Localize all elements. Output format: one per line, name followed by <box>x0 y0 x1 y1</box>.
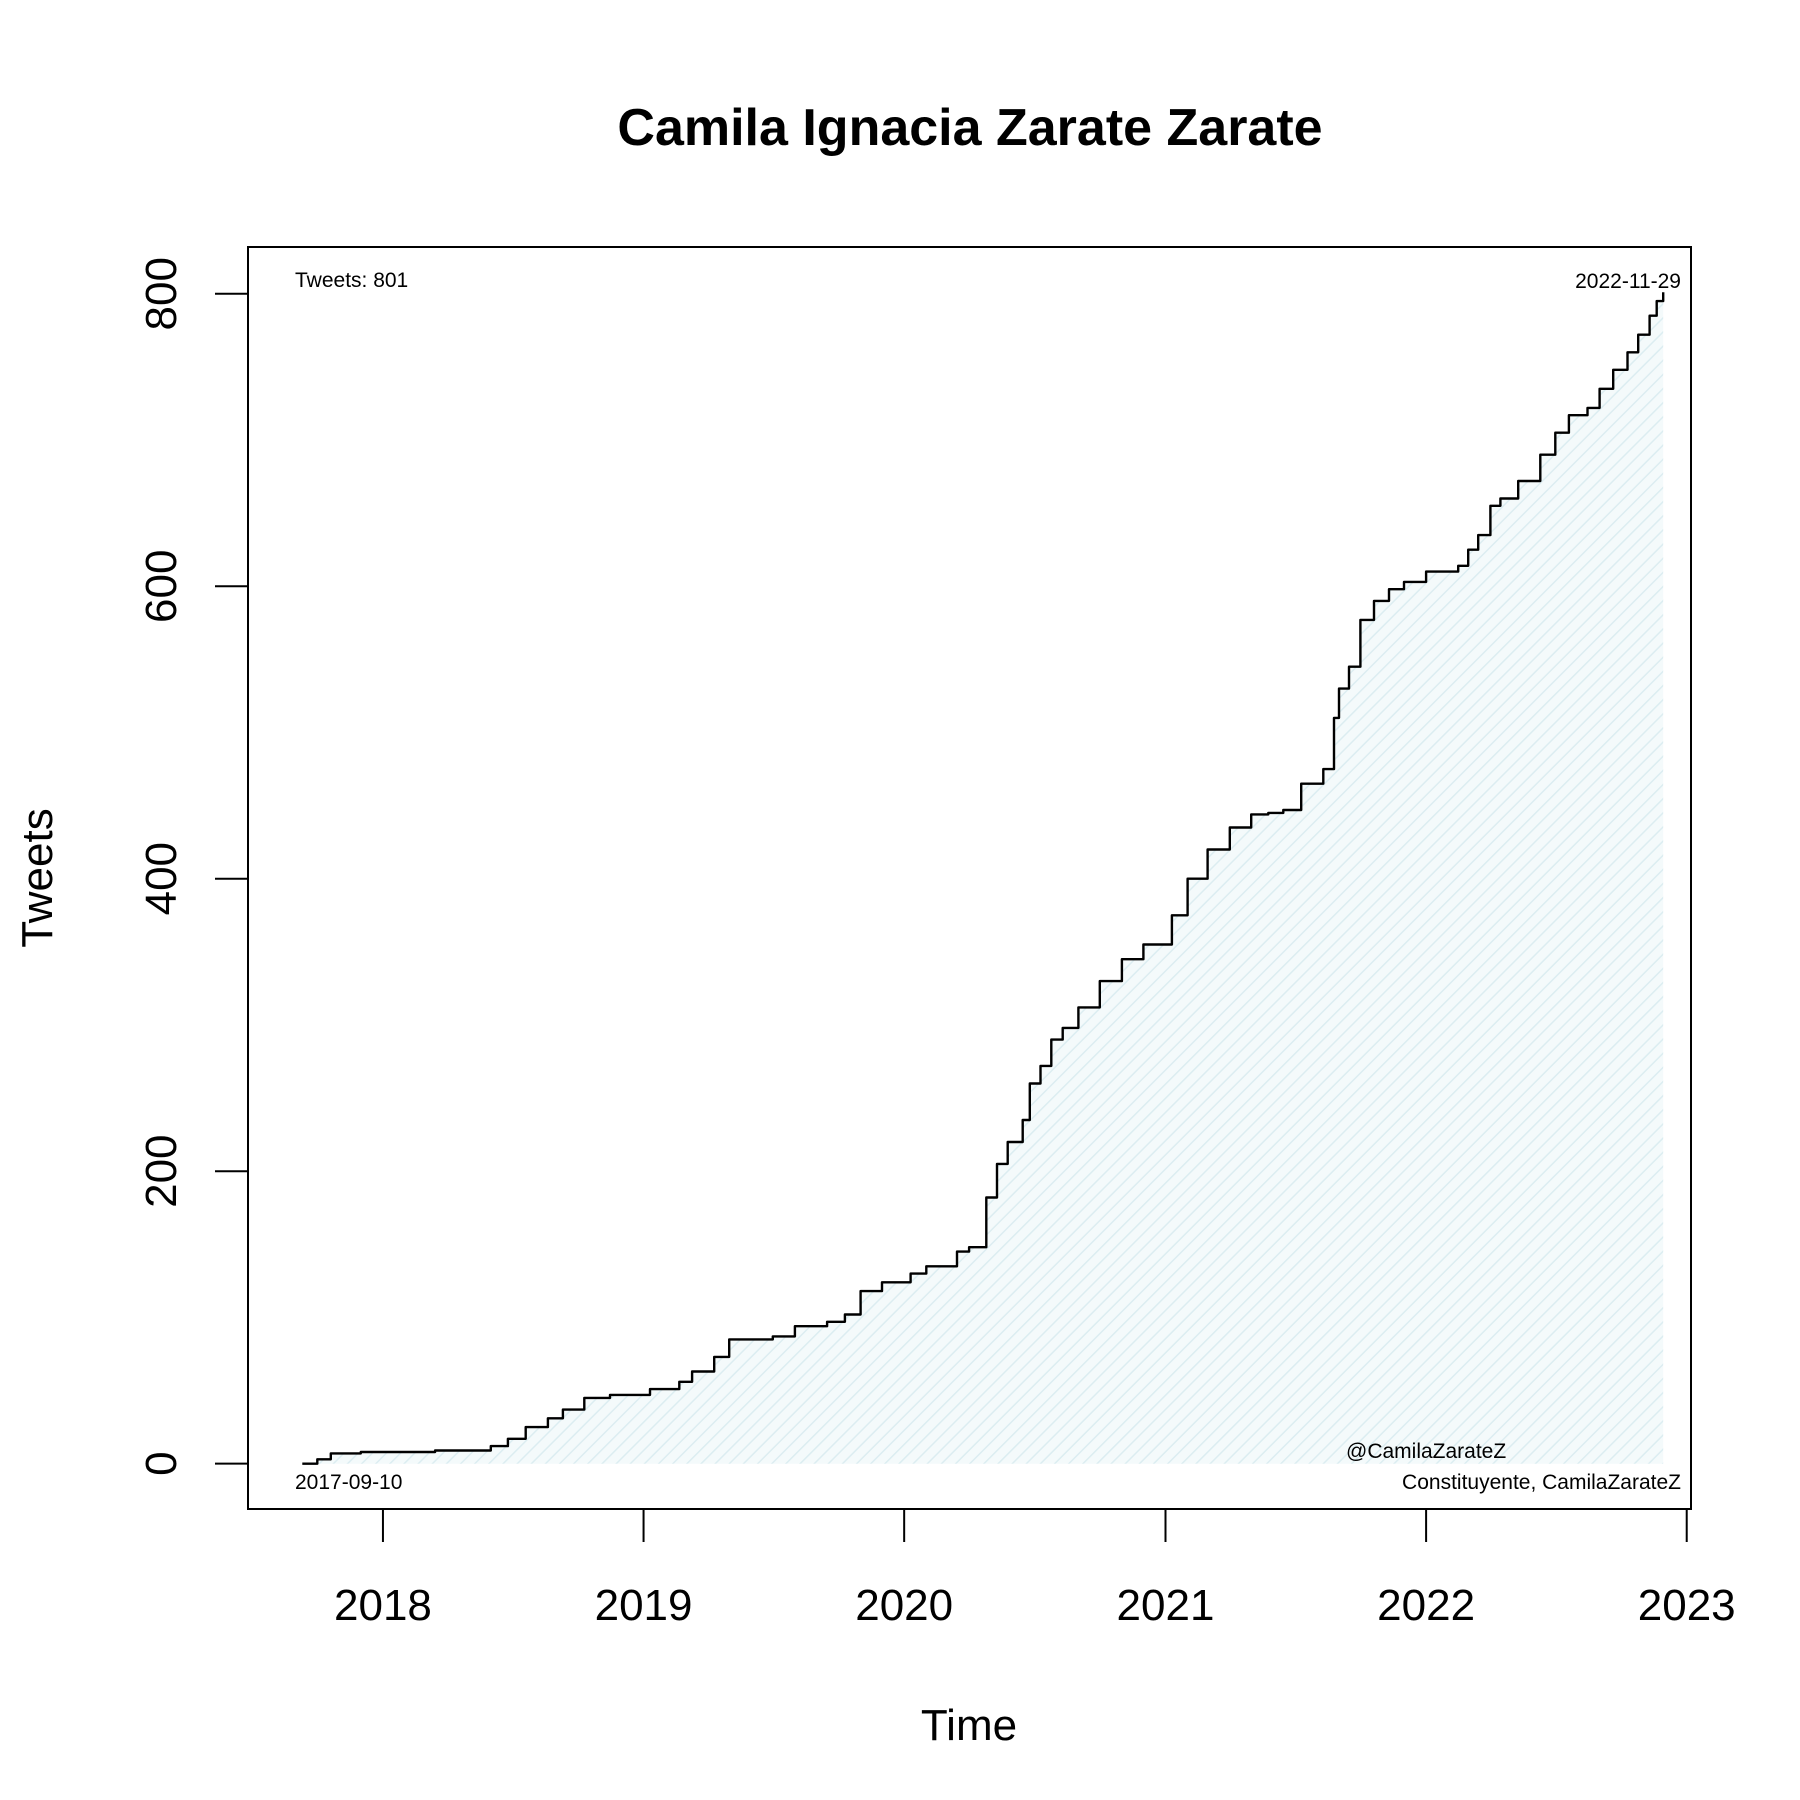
y-tick-label: 800 <box>137 257 186 330</box>
handle-label: @CamilaZarateZ <box>1346 1440 1506 1463</box>
x-axis: 2018 2019 2020 2021 2022 2023 <box>334 1509 1736 1630</box>
tweet-count-label: Tweets: 801 <box>295 269 408 292</box>
x-tick-label: 2022 <box>1377 1581 1475 1630</box>
x-tick-label: 2018 <box>334 1581 432 1630</box>
y-axis-label: Tweets <box>13 808 62 947</box>
y-tick-label: 0 <box>137 1451 186 1475</box>
start-date-label: 2017-09-10 <box>295 1471 402 1494</box>
y-tick-label: 400 <box>137 842 186 915</box>
x-tick-label: 2023 <box>1638 1581 1736 1630</box>
x-tick-label: 2020 <box>855 1581 953 1630</box>
cumulative-line <box>302 292 1665 1465</box>
y-tick-label: 600 <box>137 550 186 623</box>
chart-title: Camila Ignacia Zarate Zarate <box>617 99 1322 157</box>
plot-area <box>302 292 1665 1465</box>
x-tick-label: 2021 <box>1117 1581 1215 1630</box>
y-tick-label: 200 <box>137 1134 186 1207</box>
cumulative-area <box>302 292 1664 1464</box>
description-label: Constituyente, CamilaZarateZ <box>1402 1471 1681 1494</box>
end-date-label: 2022-11-29 <box>1575 270 1681 293</box>
x-axis-label: Time <box>921 1701 1017 1750</box>
y-axis: 0 200 400 600 800 <box>137 257 248 1476</box>
x-tick-label: 2019 <box>595 1581 693 1630</box>
